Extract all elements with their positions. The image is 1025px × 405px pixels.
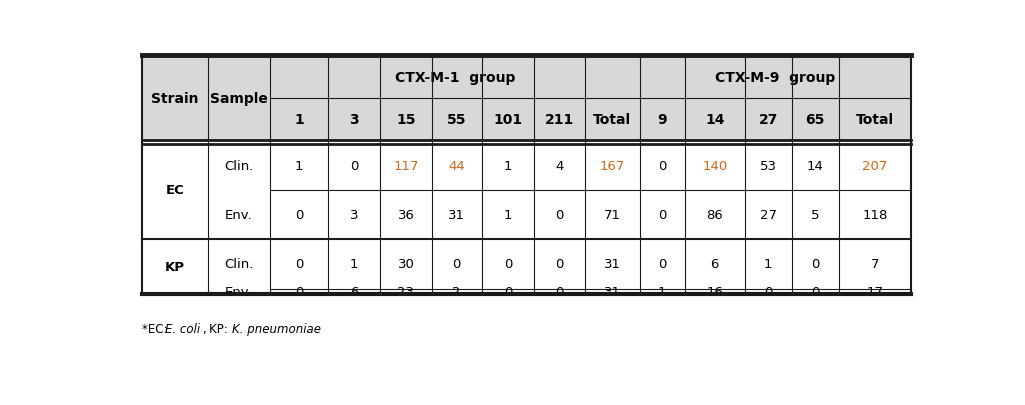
- Text: Sample: Sample: [210, 92, 268, 106]
- Text: 1: 1: [764, 258, 773, 271]
- Text: 101: 101: [493, 113, 523, 127]
- Text: 0: 0: [658, 258, 666, 271]
- Text: 0: 0: [764, 285, 773, 298]
- Text: 15: 15: [397, 113, 416, 127]
- Bar: [142, 289, 911, 294]
- Text: Total: Total: [593, 113, 631, 127]
- Text: , KP:: , KP:: [203, 322, 231, 335]
- Text: 14: 14: [705, 113, 725, 127]
- Text: 27: 27: [758, 113, 778, 127]
- Text: K. pneumoniae: K. pneumoniae: [232, 322, 321, 335]
- Text: E. coli: E. coli: [165, 322, 201, 335]
- Text: 27: 27: [760, 209, 777, 222]
- Text: 1: 1: [503, 209, 512, 222]
- Text: 86: 86: [706, 209, 724, 222]
- Text: 14: 14: [807, 159, 824, 172]
- Text: 1: 1: [295, 159, 303, 172]
- Text: 4: 4: [556, 159, 564, 172]
- Bar: [142, 98, 911, 141]
- Text: 31: 31: [604, 285, 620, 298]
- Text: Env.: Env.: [226, 285, 253, 298]
- Text: CTX-M-9  group: CTX-M-9 group: [715, 70, 835, 84]
- Text: 167: 167: [600, 159, 625, 172]
- Text: 71: 71: [604, 209, 620, 222]
- Text: Clin.: Clin.: [224, 159, 253, 172]
- Text: Total: Total: [856, 113, 894, 127]
- Text: 0: 0: [556, 258, 564, 271]
- Text: 0: 0: [503, 285, 512, 298]
- Text: 0: 0: [556, 209, 564, 222]
- Bar: [142, 191, 911, 239]
- Text: 0: 0: [350, 159, 358, 172]
- Text: Clin.: Clin.: [224, 258, 253, 271]
- Bar: [142, 239, 911, 289]
- Text: 36: 36: [398, 209, 414, 222]
- Text: 55: 55: [447, 113, 466, 127]
- Text: 0: 0: [295, 258, 303, 271]
- Text: 211: 211: [545, 113, 574, 127]
- Text: Strain: Strain: [152, 92, 199, 106]
- Text: 0: 0: [658, 159, 666, 172]
- Text: 6: 6: [710, 258, 719, 271]
- Text: EC: EC: [166, 183, 184, 196]
- Text: 1: 1: [503, 159, 512, 172]
- Text: 117: 117: [394, 159, 418, 172]
- Text: 0: 0: [295, 285, 303, 298]
- Text: 140: 140: [702, 159, 728, 172]
- Text: 31: 31: [448, 209, 465, 222]
- Text: 53: 53: [760, 159, 777, 172]
- Text: 1: 1: [350, 258, 359, 271]
- Text: 16: 16: [706, 285, 724, 298]
- Text: 3: 3: [350, 209, 359, 222]
- Text: 23: 23: [398, 285, 414, 298]
- Text: 0: 0: [452, 258, 461, 271]
- Text: 5: 5: [811, 209, 819, 222]
- Text: 0: 0: [503, 258, 512, 271]
- Text: KP: KP: [165, 260, 184, 273]
- Text: 44: 44: [448, 159, 465, 172]
- Text: 0: 0: [811, 258, 819, 271]
- Bar: [142, 56, 911, 98]
- Text: Env.: Env.: [226, 209, 253, 222]
- Text: 1: 1: [294, 113, 303, 127]
- Text: 30: 30: [398, 258, 414, 271]
- Text: CTX-M-1  group: CTX-M-1 group: [395, 70, 515, 84]
- Text: 2: 2: [452, 285, 461, 298]
- Text: 1: 1: [658, 285, 666, 298]
- Text: 6: 6: [350, 285, 358, 298]
- Text: 9: 9: [657, 113, 667, 127]
- Text: 65: 65: [806, 113, 825, 127]
- Bar: [142, 141, 911, 191]
- Text: 0: 0: [556, 285, 564, 298]
- Text: *EC:: *EC:: [142, 322, 171, 335]
- Text: 7: 7: [870, 258, 879, 271]
- Text: 0: 0: [658, 209, 666, 222]
- Text: 118: 118: [862, 209, 888, 222]
- Text: 0: 0: [811, 285, 819, 298]
- Text: 0: 0: [295, 209, 303, 222]
- Text: 3: 3: [350, 113, 359, 127]
- Text: 207: 207: [862, 159, 888, 172]
- Text: 17: 17: [866, 285, 884, 298]
- Text: 31: 31: [604, 258, 620, 271]
